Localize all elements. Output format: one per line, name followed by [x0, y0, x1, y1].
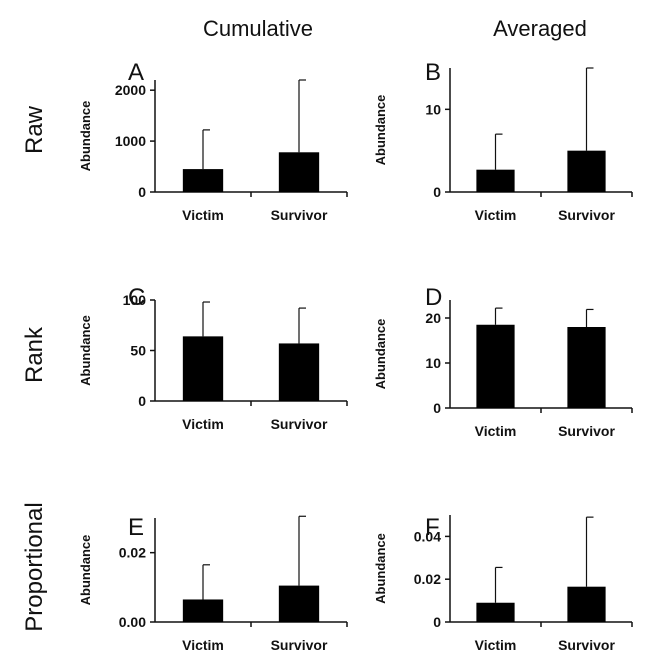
bar-d-survivor [567, 327, 606, 408]
bar-e-survivor [278, 585, 320, 622]
y-tick-label-f: 0.04 [414, 528, 441, 544]
bar-c-victim [182, 336, 224, 401]
y-tick-label-d: 10 [425, 355, 441, 371]
x-tick-label-a: Victim [182, 207, 224, 223]
y-tick-label-a: 1000 [115, 133, 146, 149]
y-tick-label-d: 20 [425, 310, 441, 326]
panel-letter-a: A [128, 59, 144, 86]
panel-e: E Abundance 0.00 0.02 Victim Survivor [78, 514, 348, 653]
bar-a-victim [182, 169, 224, 192]
row-title-raw: Raw [21, 105, 48, 154]
panel-b: B Abundance 0 10 Victim Survivor [373, 59, 633, 223]
panel-letter-c: C [128, 284, 145, 311]
y-axis-label-e: Abundance [78, 535, 93, 606]
y-axis-label-d: Abundance [373, 319, 388, 390]
bar-f-victim [476, 602, 515, 622]
panel-c: C Abundance 0 50 100 Victim Survivor [78, 284, 348, 432]
x-tick-label-d: Survivor [558, 423, 615, 439]
bar-d-victim [476, 324, 515, 408]
x-tick-label-f: Survivor [558, 637, 615, 653]
y-tick-label-c: 50 [130, 343, 146, 359]
row-title-rank: Rank [21, 326, 48, 383]
y-axis-label-c: Abundance [78, 315, 93, 386]
y-axis-label-f: Abundance [373, 533, 388, 604]
y-tick-label-e: 0.02 [119, 545, 146, 561]
bar-f-survivor [567, 586, 606, 622]
x-tick-label-f: Victim [475, 637, 517, 653]
y-tick-label-a: 2000 [115, 82, 146, 98]
y-tick-label-f: 0.02 [414, 571, 441, 587]
y-tick-label-b: 0 [433, 184, 441, 200]
y-tick-label-b: 10 [425, 101, 441, 117]
y-tick-label-f: 0 [433, 614, 441, 630]
y-axis-label-b: Abundance [373, 95, 388, 166]
column-title-cumulative: Cumulative [203, 16, 313, 41]
x-tick-label-b: Survivor [558, 207, 615, 223]
y-tick-label-c: 0 [138, 393, 146, 409]
y-axis-label-a: Abundance [78, 101, 93, 172]
column-title-averaged: Averaged [493, 16, 587, 41]
x-tick-label-e: Survivor [271, 637, 328, 653]
panel-a: A Abundance 0 1000 2000 Victim Survivor [78, 59, 348, 223]
panel-d: D Abundance 0 10 20 Victim Survivor [373, 284, 633, 439]
bar-b-survivor [567, 150, 606, 192]
x-tick-label-d: Victim [475, 423, 517, 439]
y-tick-label-c: 100 [123, 292, 147, 308]
bar-b-victim [476, 169, 515, 192]
x-tick-label-b: Victim [475, 207, 517, 223]
x-tick-label-c: Survivor [271, 416, 328, 432]
y-tick-label-e: 0.00 [119, 614, 146, 630]
panel-f: F Abundance 0 0.02 0.04 Victim Survivor [373, 514, 633, 653]
x-tick-label-e: Victim [182, 637, 224, 653]
bar-a-survivor [278, 152, 320, 192]
panel-letter-f: F [425, 514, 440, 541]
x-tick-label-a: Survivor [271, 207, 328, 223]
panel-letter-b: B [425, 59, 441, 86]
bar-c-survivor [278, 343, 320, 401]
x-tick-label-c: Victim [182, 416, 224, 432]
row-title-proportional: Proportional [21, 502, 48, 631]
y-tick-label-d: 0 [433, 400, 441, 416]
panel-letter-e: E [128, 514, 144, 541]
y-tick-label-a: 0 [138, 184, 146, 200]
bar-e-victim [182, 599, 224, 622]
panel-letter-d: D [425, 284, 442, 311]
